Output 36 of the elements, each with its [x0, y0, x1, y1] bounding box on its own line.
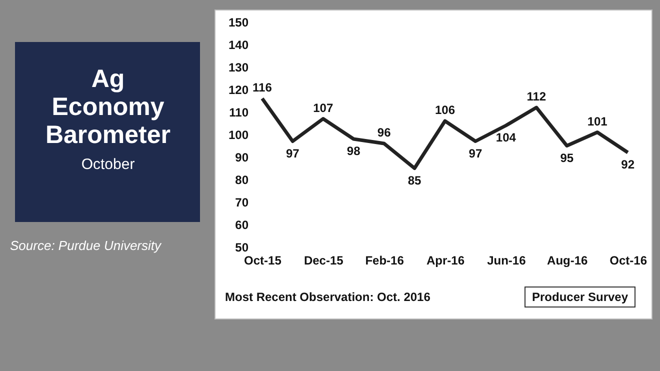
x-tick-label: Oct-16 [610, 254, 648, 268]
data-label: 85 [408, 173, 422, 188]
data-label: 104 [496, 130, 516, 144]
x-tick-label: Aug-16 [547, 254, 588, 268]
data-label: 101 [587, 114, 608, 128]
y-tick-label: 120 [228, 83, 249, 97]
data-label: 95 [560, 150, 574, 165]
text: Producer Survey [532, 290, 628, 304]
data-label: 97 [468, 146, 482, 160]
source-note: Source: Purdue University [10, 238, 163, 253]
y-tick-label: 110 [229, 106, 249, 120]
y-tick-label: 50 [235, 240, 249, 254]
text: October [81, 156, 135, 173]
data-label: 106 [434, 103, 456, 117]
y-tick-label: 140 [228, 38, 249, 52]
text: Ag Economy Barometer [45, 65, 171, 149]
data-label: 92 [621, 158, 635, 172]
y-tick-label: 150 [228, 16, 249, 30]
data-label: 116 [252, 80, 272, 94]
text: Most Recent Observation: Oct. 2016 [225, 290, 431, 304]
y-tick-label: 130 [228, 60, 249, 74]
x-tick-label: Dec-15 [304, 254, 344, 268]
y-tick-label: 80 [235, 173, 249, 187]
data-label: 96 [377, 126, 392, 140]
x-tick-label: Jun-16 [487, 254, 526, 268]
x-tick-label: Feb-16 [365, 254, 404, 268]
data-label: 112 [526, 90, 546, 104]
data-label: 97 [286, 146, 300, 160]
x-tick-label: Oct-15 [244, 254, 282, 268]
data-label: 107 [313, 100, 334, 115]
y-tick-label: 100 [228, 128, 249, 142]
y-tick-label: 70 [235, 196, 249, 210]
y-tick-label: 90 [235, 150, 249, 164]
x-tick-label: Apr-16 [426, 254, 465, 268]
data-label: 98 [346, 144, 361, 158]
y-tick-label: 60 [235, 218, 249, 232]
